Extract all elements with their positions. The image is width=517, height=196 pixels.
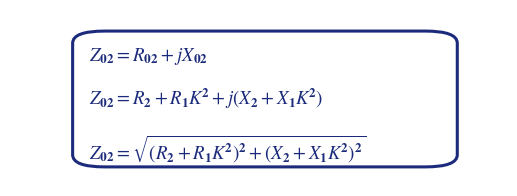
Text: $\mathbf{\mathit{Z}}_{\mathbf{02}} = \mathbf{\mathit{R}}_{\mathbf{02}} + \mathbf: $\mathbf{\mathit{Z}}_{\mathbf{02}} = \ma… <box>89 46 207 67</box>
Text: $\mathbf{\mathit{Z}}_{\mathbf{02}} = \sqrt{(\mathbf{\mathit{R}}_{\mathbf{2}} + \: $\mathbf{\mathit{Z}}_{\mathbf{02}} = \sq… <box>89 133 366 165</box>
FancyBboxPatch shape <box>72 31 457 167</box>
Text: $\mathbf{\mathit{Z}}_{\mathbf{02}} = \mathbf{\mathit{R}}_{\mathbf{2}} + \mathbf{: $\mathbf{\mathit{Z}}_{\mathbf{02}} = \ma… <box>89 87 323 111</box>
